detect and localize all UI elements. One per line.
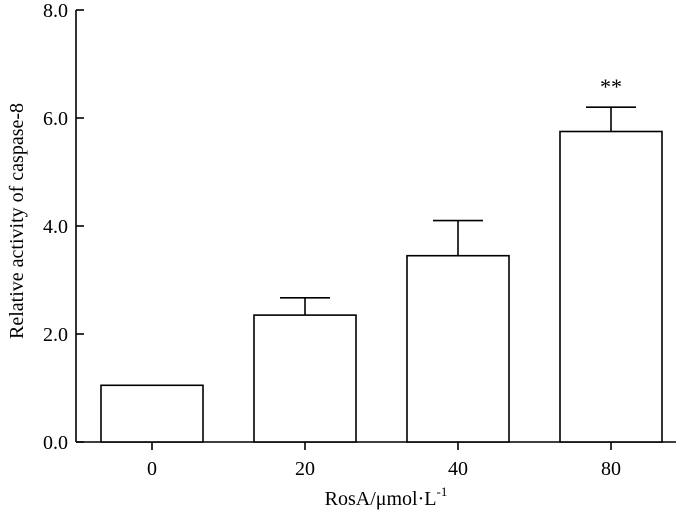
y-tick-label: 8.0 (43, 0, 68, 22)
x-tick-label: 20 (295, 458, 315, 480)
significance-annotation: ** (600, 74, 622, 99)
y-tick-label: 6.0 (43, 108, 68, 130)
x-tick-label: 0 (147, 458, 157, 480)
bar (559, 130, 663, 443)
x-axis-title-main: RosA/μmol·L (325, 488, 437, 510)
bar (406, 254, 510, 443)
plot-area: 0.0 2.0 4.0 6.0 8.0 0 20 40 80 ** (43, 0, 676, 480)
y-axis-title: Relative activity of caspase-8 (6, 103, 28, 339)
x-axis-title: RosA/μmol·L-1 (325, 484, 448, 510)
x-tick-label: 40 (448, 458, 468, 480)
y-tick-label: 2.0 (43, 324, 68, 346)
x-tick-label: 80 (601, 458, 621, 480)
bar (100, 384, 204, 443)
y-tick-label: 0.0 (43, 432, 68, 454)
y-tick-label: 4.0 (43, 216, 68, 238)
bar (253, 314, 357, 443)
x-axis-title-superscript: -1 (437, 484, 448, 499)
